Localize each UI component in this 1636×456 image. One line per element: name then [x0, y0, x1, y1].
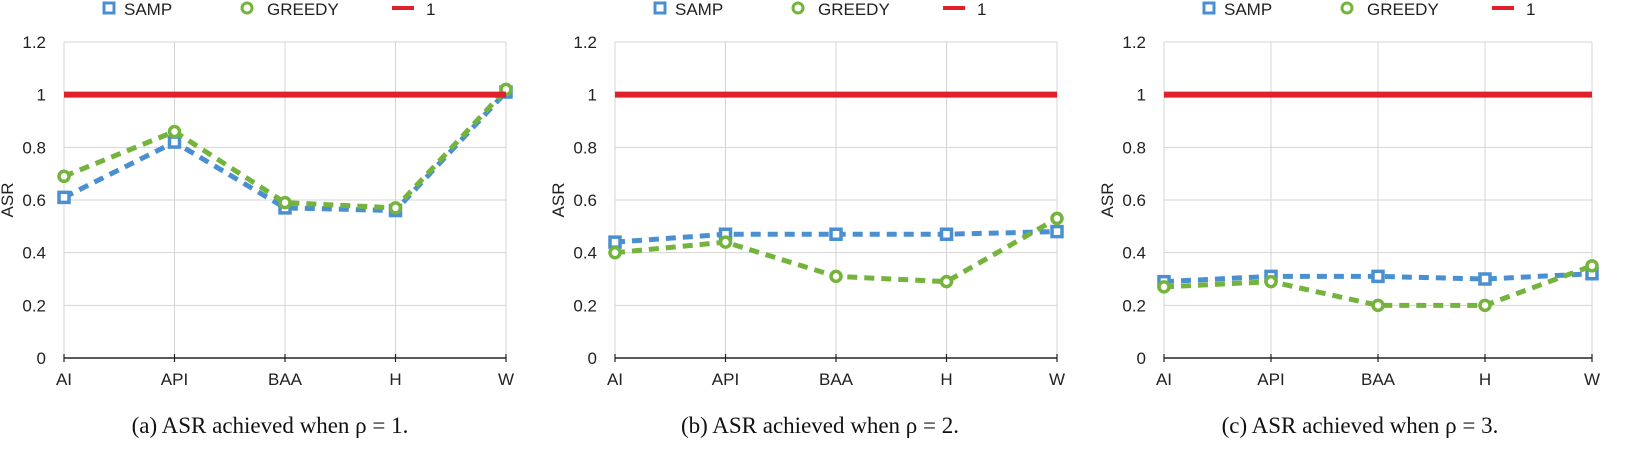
x-tick-label: W — [498, 370, 514, 389]
y-tick-label: 0 — [37, 349, 46, 368]
x-tick-label: API — [161, 370, 188, 389]
x-tick-label: BAA — [1361, 370, 1396, 389]
greedy-marker — [1585, 259, 1599, 273]
samp-marker — [608, 235, 622, 249]
greedy-marker — [1264, 274, 1278, 289]
legend-label-ref: 1 — [426, 0, 435, 19]
y-tick-label: 0.6 — [573, 191, 597, 210]
y-tick-label: 1 — [37, 86, 46, 105]
legend-greedy-icon — [1340, 1, 1354, 15]
series-line-samp — [1163, 271, 1593, 285]
y-axis-label: ASR — [1098, 183, 1117, 218]
x-tick-label: W — [1584, 370, 1600, 389]
legend-greedy-icon — [240, 1, 254, 15]
y-tick-label: 1 — [588, 86, 597, 105]
legend-label-greedy: GREEDY — [1367, 0, 1439, 19]
legend-label-ref: 1 — [1526, 0, 1535, 19]
legend-label-samp: SAMP — [675, 0, 723, 19]
y-tick-label: 1.2 — [573, 33, 597, 52]
y-tick-label: 0.8 — [1122, 138, 1146, 157]
y-tick-label: 0.4 — [1122, 244, 1146, 263]
legend-label-ref: 1 — [977, 0, 986, 19]
y-tick-label: 0.8 — [573, 138, 597, 157]
samp-marker — [1371, 269, 1385, 284]
greedy-marker — [278, 195, 292, 210]
x-tick-label: H — [940, 370, 952, 389]
legend-samp-icon — [1202, 1, 1216, 15]
caption: (b) ASR achieved when ρ = 2. — [681, 413, 959, 438]
greedy-marker — [1478, 298, 1492, 313]
legend-label-samp: SAMP — [124, 0, 172, 19]
chart-panel-1: 0 0.2 0.4 0.6 0.8 1 1.2 AI API BAA H W ASR SAMP GREEDY… — [0, 0, 514, 438]
y-tick-label: 0.8 — [22, 138, 46, 157]
y-tick-label: 1 — [1137, 86, 1146, 105]
x-tick-label: API — [1257, 370, 1284, 389]
y-tick-label: 0.2 — [22, 296, 46, 315]
y-tick-label: 0 — [588, 349, 597, 368]
y-tick-label: 1.2 — [1122, 33, 1146, 52]
legend-samp-icon — [102, 1, 116, 15]
series-line-greedy — [63, 87, 508, 211]
greedy-marker — [388, 201, 403, 215]
y-tick-label: 1.2 — [22, 33, 46, 52]
caption: (c) ASR achieved when ρ = 3. — [1222, 413, 1499, 438]
samp-marker — [1050, 224, 1064, 239]
greedy-marker — [1371, 298, 1385, 313]
caption: (a) ASR achieved when ρ = 1. — [132, 413, 409, 438]
greedy-marker — [718, 235, 733, 249]
series-line-greedy — [1163, 263, 1593, 308]
x-tick-label: AI — [607, 370, 623, 389]
greedy-marker — [608, 245, 622, 260]
greedy-marker — [167, 124, 182, 139]
greedy-marker — [1050, 211, 1064, 226]
x-tick-label: AI — [56, 370, 72, 389]
greedy-marker — [829, 269, 843, 284]
y-tick-label: 0 — [1137, 349, 1146, 368]
x-tick-label: H — [1479, 370, 1491, 389]
legend: SAMP GREEDY 1 — [102, 0, 435, 19]
greedy-marker — [939, 274, 954, 289]
y-tick-label: 0.6 — [1122, 191, 1146, 210]
greedy-marker — [1157, 280, 1171, 294]
chart-panel-2: 0 0.2 0.4 0.6 0.8 1 1.2 AI API BAA H W ASR SAMP GREEDY… — [549, 0, 1065, 438]
y-tick-label: 0.4 — [22, 244, 46, 263]
y-axis-label: ASR — [0, 183, 17, 218]
samp-marker — [939, 227, 954, 241]
x-tick-label: H — [389, 370, 401, 389]
x-tick-label: BAA — [819, 370, 854, 389]
legend-label-samp: SAMP — [1224, 0, 1272, 19]
legend-label-greedy: GREEDY — [818, 0, 890, 19]
samp-marker — [167, 135, 182, 149]
x-tick-label: API — [712, 370, 739, 389]
y-axis-label: ASR — [549, 183, 568, 218]
x-tick-label: BAA — [268, 370, 303, 389]
y-tick-label: 0.6 — [22, 191, 46, 210]
legend-greedy-icon — [791, 1, 805, 15]
y-tick-label: 0.2 — [573, 296, 597, 315]
y-tick-label: 0.4 — [573, 244, 597, 263]
x-tick-label: AI — [1156, 370, 1172, 389]
y-tick-label: 0.2 — [1122, 296, 1146, 315]
greedy-marker — [57, 169, 71, 184]
legend: SAMP GREEDY 1 — [653, 0, 986, 19]
legend-samp-icon — [653, 1, 667, 15]
samp-marker — [829, 227, 843, 241]
legend: SAMP GREEDY 1 — [1202, 0, 1535, 19]
samp-marker — [57, 190, 71, 205]
x-tick-label: W — [1049, 370, 1065, 389]
samp-marker — [1478, 272, 1492, 286]
legend-label-greedy: GREEDY — [267, 0, 339, 19]
chart-panel-3: 0 0.2 0.4 0.6 0.8 1 1.2 AI API BAA H W ASR SAMP GREEDY… — [1098, 0, 1600, 438]
